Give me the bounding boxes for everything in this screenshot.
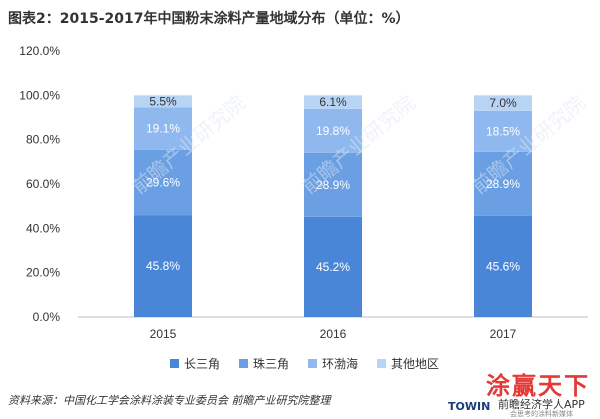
y-tick-label: 80.0% [26,133,60,147]
x-tick-label: 2017 [490,327,517,341]
legend-swatch [308,359,317,368]
data-label: 28.9% [486,177,520,191]
legend-label: 珠三角 [253,357,289,371]
legend-swatch [377,359,386,368]
source-note: 资料来源：中国化工学会涂料涂装专业委员会 前瞻产业研究院整理 [8,394,331,407]
towin-label: TOWIN [448,400,491,413]
brand-logo: 涂赢天下 TOWIN 前瞻经济学人APP 会思考的涂料新媒体 [444,366,594,418]
x-tick-label: 2016 [320,327,347,341]
app-label: 前瞻经济学人APP [498,398,585,411]
y-tick-label: 120.0% [19,44,60,58]
y-tick-label: 0.0% [33,310,61,324]
legend-label: 长三角 [184,357,220,371]
data-label: 45.8% [146,259,180,273]
bar-segment [134,149,192,216]
bar-segment [134,95,192,108]
y-tick-label: 40.0% [26,221,60,235]
legend-label: 环渤海 [322,356,358,371]
brand-logo-text: 涂赢天下 [486,371,590,400]
data-label: 18.5% [486,124,520,138]
data-label: 28.9% [316,178,350,192]
legend-label: 其他地区 [391,357,439,371]
x-tick-label: 2015 [150,327,177,341]
bar-segment [304,216,362,317]
chart-title: 图表2：2015-2017年中国粉末涂料产量地域分布（单位：%） [8,11,410,27]
bar-segment [474,151,532,216]
data-label: 45.2% [316,260,350,274]
tagline: 会思考的涂料新媒体 [510,410,573,418]
legend-swatch [170,359,179,368]
bar-segment [134,107,192,150]
data-label: 5.5% [149,94,177,108]
data-label: 6.1% [319,95,347,109]
data-label: 29.6% [146,176,180,190]
legend-swatch [239,359,248,368]
bar-segment [474,110,532,152]
bar-segment [304,152,362,217]
y-tick-label: 20.0% [26,266,60,280]
data-label: 45.6% [486,259,520,273]
data-label: 19.8% [316,124,350,138]
y-tick-label: 60.0% [26,177,60,191]
data-label: 7.0% [489,96,517,110]
bar-segment [304,95,362,109]
bar-segment [134,215,192,317]
bar-segment [474,215,532,317]
data-label: 19.1% [146,122,180,136]
bar-segment [474,95,532,111]
y-tick-label: 100.0% [19,88,60,102]
bar-segment [304,108,362,153]
